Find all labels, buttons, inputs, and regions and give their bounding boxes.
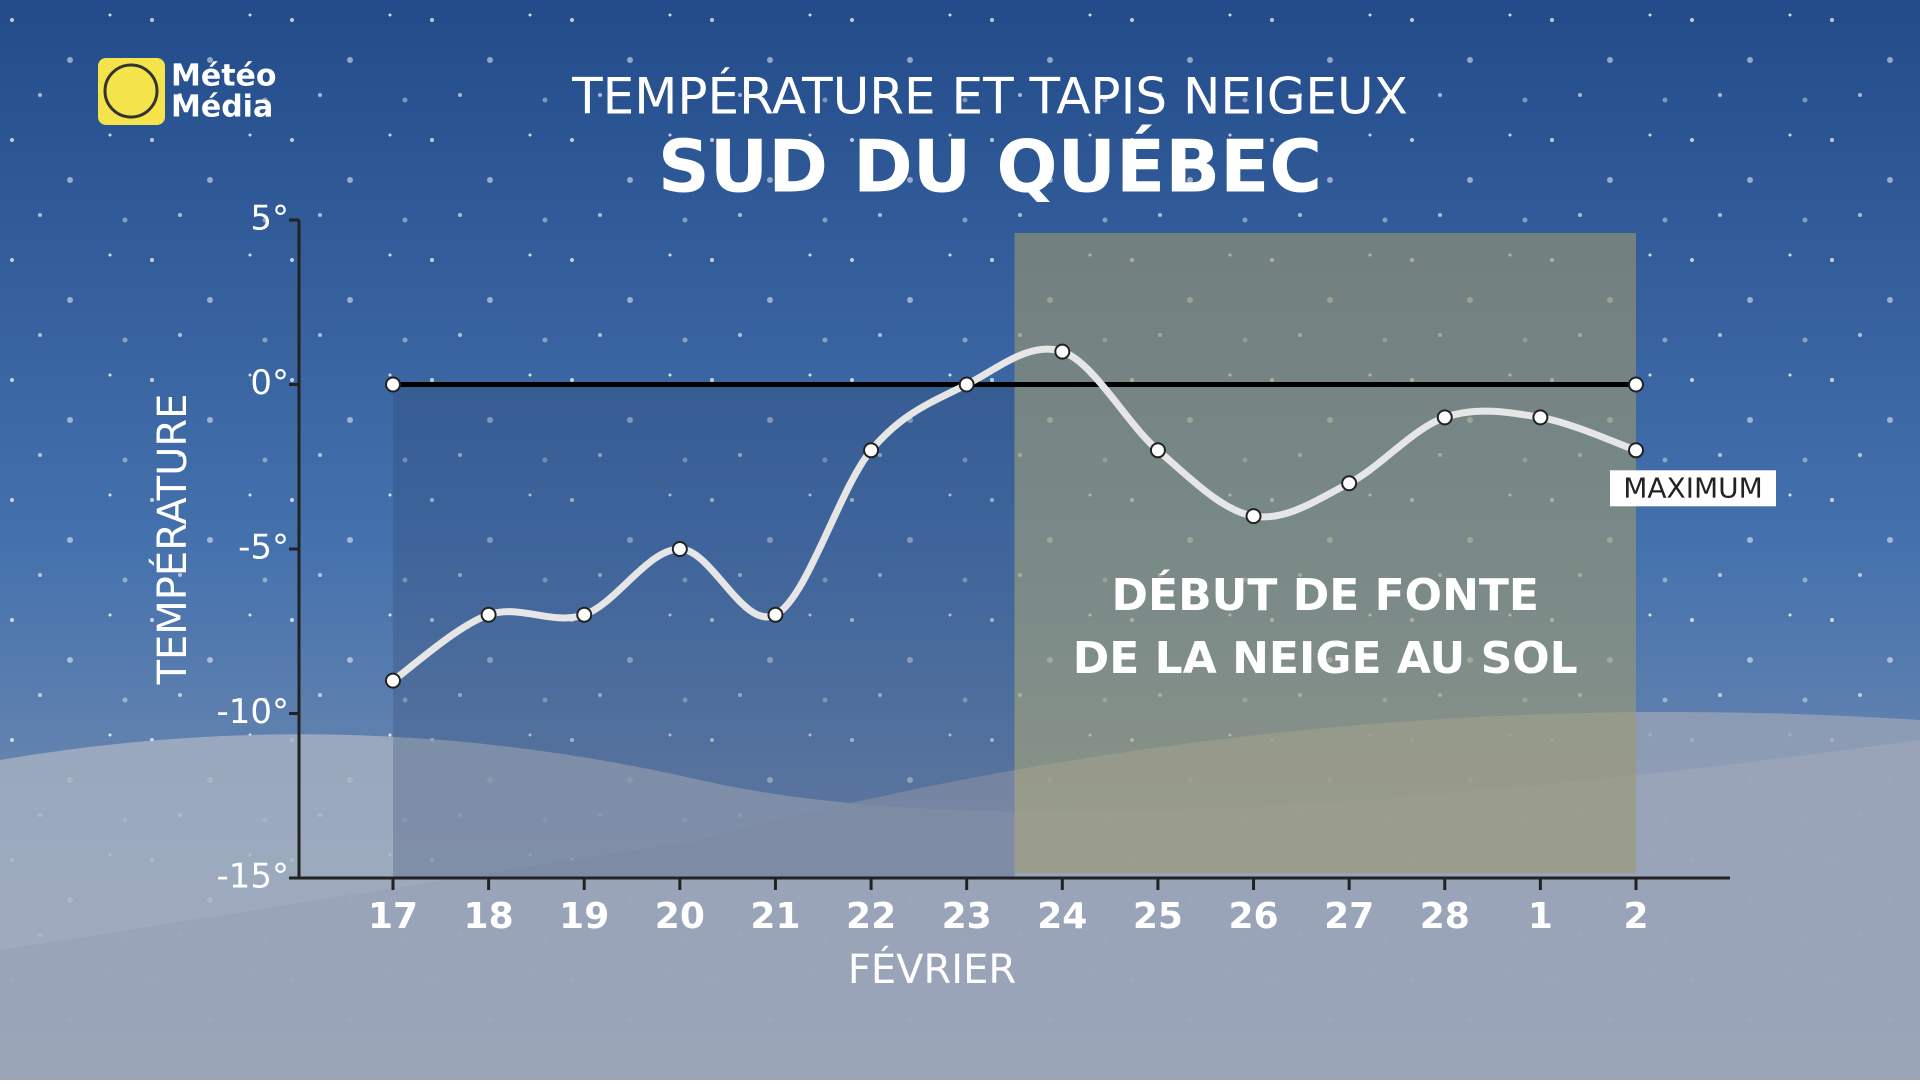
series-line bbox=[390, 345, 1638, 684]
data-point bbox=[1341, 475, 1358, 492]
data-point bbox=[385, 672, 401, 689]
data-point bbox=[480, 606, 497, 623]
data-point bbox=[1532, 409, 1549, 426]
data-point bbox=[1245, 508, 1262, 525]
data-point bbox=[1149, 442, 1166, 459]
legend-box bbox=[1610, 470, 1776, 507]
x-tick-label: 23 bbox=[942, 896, 992, 937]
x-tick-label: 2 bbox=[1623, 896, 1648, 937]
logo-globe bbox=[103, 63, 159, 119]
logo-text: Météo bbox=[171, 59, 277, 94]
logo-icon bbox=[98, 58, 165, 125]
x-tick-label: 21 bbox=[750, 896, 800, 937]
data-point bbox=[863, 442, 880, 459]
x-tick-label: 18 bbox=[464, 896, 514, 937]
chart-title: TEMPÉRATURE ET TAPIS NEIGEUX bbox=[571, 67, 1408, 126]
annotation: DÉBUT DE FONTE bbox=[1112, 568, 1539, 621]
data-point bbox=[1628, 442, 1644, 459]
y-axis-label: TEMPÉRATURE bbox=[148, 394, 196, 686]
y-tick-label: 5° bbox=[250, 199, 289, 239]
logo-text: Média bbox=[171, 90, 273, 125]
reference-point bbox=[385, 376, 401, 393]
x-tick-label: 1 bbox=[1528, 896, 1553, 937]
x-tick-label: 24 bbox=[1037, 896, 1087, 937]
x-tick-label: 28 bbox=[1420, 896, 1470, 937]
data-point bbox=[576, 606, 593, 623]
data-point bbox=[958, 376, 975, 393]
data-point bbox=[1436, 409, 1453, 426]
x-tick-label: 20 bbox=[655, 896, 705, 937]
data-point bbox=[671, 541, 688, 557]
chart-subtitle: SUD DU QUÉBEC bbox=[658, 125, 1322, 209]
reference-point bbox=[1628, 376, 1644, 393]
x-tick-label: 25 bbox=[1133, 896, 1183, 937]
legend-label: MAXIMUM bbox=[1623, 471, 1763, 504]
x-tick-label: 27 bbox=[1324, 896, 1374, 937]
y-tick-label: -15° bbox=[216, 857, 289, 897]
y-tick-label: 0° bbox=[250, 363, 289, 403]
annotation: DE LA NEIGE AU SOL bbox=[1073, 633, 1578, 684]
x-tick-label: 17 bbox=[368, 896, 418, 937]
plot-shade bbox=[393, 384, 1015, 878]
y-tick-label: -10° bbox=[216, 692, 289, 732]
data-point bbox=[1054, 343, 1071, 360]
y-tick-label: -5° bbox=[238, 528, 289, 568]
x-tick-label: 22 bbox=[846, 896, 896, 937]
highlight-span bbox=[1014, 233, 1636, 873]
data-point bbox=[767, 606, 784, 623]
x-axis-label: FÉVRIER bbox=[848, 945, 1016, 993]
x-tick-label: 26 bbox=[1228, 896, 1278, 937]
x-tick-label: 19 bbox=[559, 896, 609, 937]
